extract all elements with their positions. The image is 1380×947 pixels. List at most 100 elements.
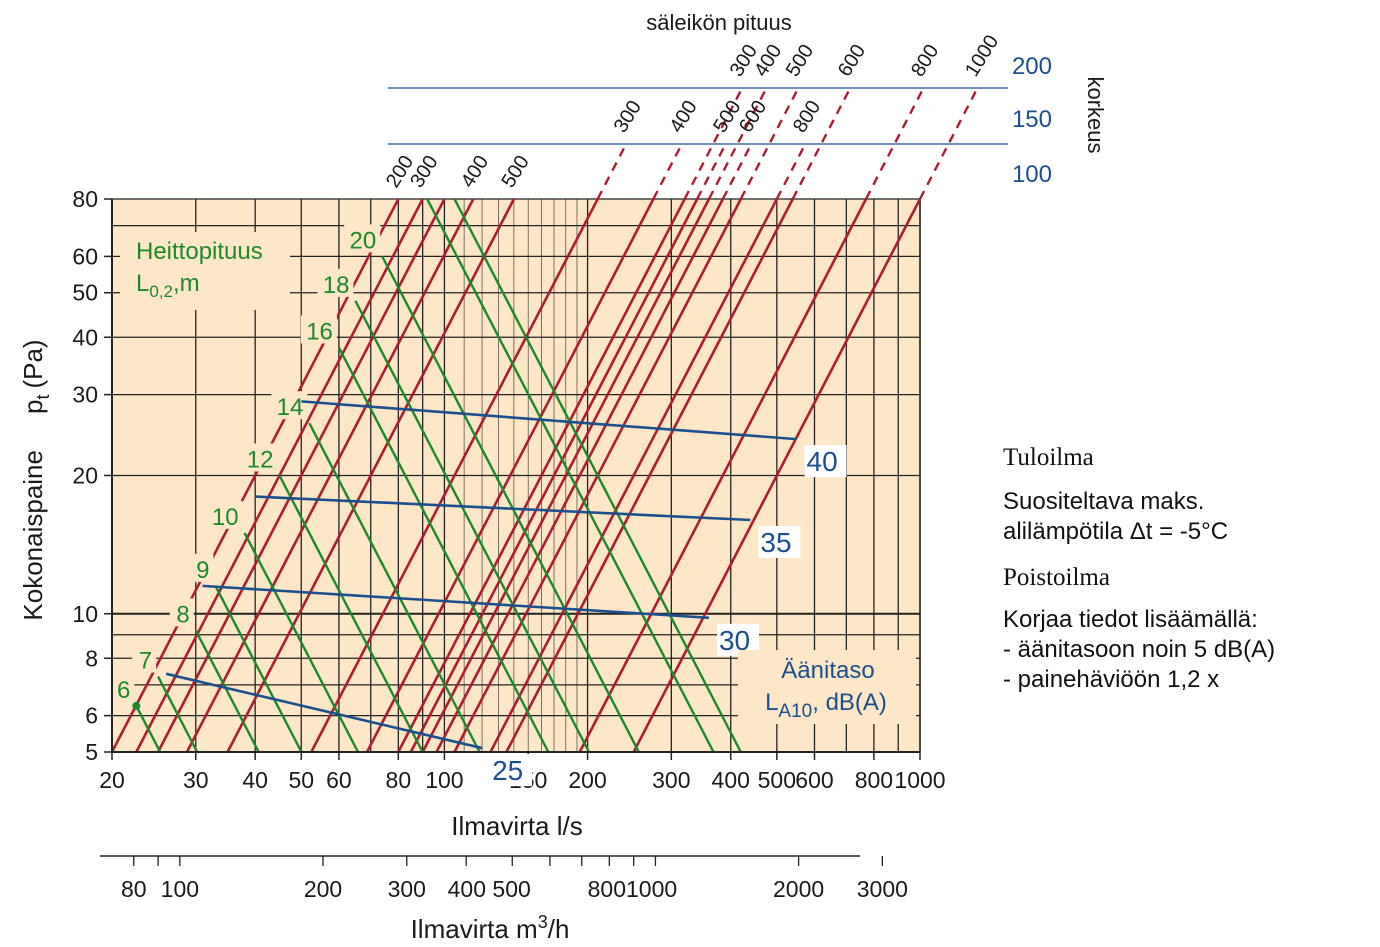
- grille-length-label: 500: [497, 152, 533, 192]
- throw-line: [354, 300, 591, 752]
- throw-line: [135, 705, 162, 752]
- throw-line: [278, 474, 424, 752]
- grille-length-label: 300: [406, 152, 442, 192]
- throw-label-bg: [132, 644, 157, 673]
- exhaust-line-3: - painehäviöön 1,2 x: [1003, 666, 1220, 693]
- exhaust-title: Poistoilma: [1003, 564, 1110, 591]
- grille-length-label: 600: [834, 41, 870, 81]
- grille-line-extension: [596, 143, 628, 200]
- supply-line-2: alilämpötila Δt = -5°C: [1003, 518, 1229, 545]
- x2-tick-label: 300: [388, 876, 426, 902]
- sound-level-lines: [165, 400, 797, 750]
- grille-length-label: 400: [750, 41, 786, 81]
- y-tick-label: 20: [72, 463, 98, 489]
- y-tick-label: 10: [72, 601, 98, 627]
- throw-legend-title: Heittopituus: [136, 238, 263, 265]
- height-label: 200: [1012, 53, 1052, 80]
- sound-label-bg: [804, 445, 847, 478]
- throw-label-bg: [344, 224, 381, 253]
- sound-line: [255, 495, 751, 522]
- throw-legend-unit: L0,2,m: [136, 270, 200, 301]
- grille-line-extension: [652, 143, 683, 200]
- sound-legend: Äänitaso LA10, dB(A): [738, 650, 916, 724]
- x-tick-label: 20: [99, 767, 125, 793]
- y-tick-label: 50: [72, 280, 98, 306]
- throw-line: [308, 422, 481, 752]
- x-tick-label: 100: [425, 767, 463, 793]
- height-label: 150: [1012, 106, 1052, 133]
- grille-line-extension: [918, 87, 979, 200]
- grille-length-label: 600: [735, 97, 771, 137]
- x-tick-label: 500: [758, 767, 796, 793]
- x2-tick-label: 400 500: [448, 876, 531, 902]
- exhaust-line-1: Korjaa tiedot lisäämällä:: [1003, 606, 1258, 633]
- throw-label-bg: [169, 598, 194, 627]
- throw-label: 10: [212, 504, 239, 531]
- grille-line: [435, 199, 725, 752]
- supply-line-1: Suositeltava maks.: [1003, 488, 1205, 515]
- throw-label: 12: [247, 447, 274, 474]
- throw-label-bg: [300, 315, 337, 344]
- x2-tick-label: 100: [161, 876, 199, 902]
- x-tick-label: 1000: [894, 767, 945, 793]
- grille-line: [185, 199, 475, 752]
- y-tick-label: 5: [85, 739, 98, 765]
- x2-tick-label: 2000: [773, 876, 824, 902]
- axes: 2030405060801001502003004005006008001000…: [72, 186, 945, 902]
- x2-tick-label: 8001000: [588, 876, 678, 902]
- grille-line: [365, 199, 655, 752]
- x-tick-label: 600: [795, 767, 833, 793]
- grille-length-label: 800: [907, 41, 943, 81]
- x-tick-label: 300: [652, 767, 690, 793]
- sound-legend-unit: LA10, dB(A): [765, 689, 887, 722]
- y-tick-label: 80: [72, 186, 98, 212]
- height-label: 100: [1012, 161, 1052, 188]
- x-tick-label: 50: [288, 767, 314, 793]
- side-notes: Tuloilma Suositeltava maks. alilämpötila…: [1003, 443, 1373, 695]
- x-tick-label: 400: [712, 767, 750, 793]
- y-tick-label: 6: [85, 703, 98, 729]
- grille-line-extension: [683, 87, 744, 200]
- sound-line: [301, 400, 797, 441]
- throw-line: [157, 675, 199, 752]
- grille-length-label: 1000: [961, 31, 1003, 80]
- x2-tick-label: 3000: [857, 876, 908, 902]
- grille-length-label: 400: [457, 152, 493, 192]
- x-tick-label: 800: [855, 767, 893, 793]
- sound-label-bg: [490, 754, 533, 787]
- grille-line: [421, 199, 711, 752]
- grille-line: [578, 199, 868, 752]
- throw-label: 7: [139, 648, 152, 675]
- y-tick-label: 8: [85, 645, 98, 671]
- grille-line: [505, 199, 794, 752]
- grille-length-label: 300: [610, 97, 646, 137]
- sound-label: 40: [807, 446, 838, 477]
- grille-line: [310, 199, 599, 752]
- sound-label: 35: [760, 527, 791, 558]
- height-header-title: korkeus: [1083, 76, 1108, 153]
- grille-line-extension: [775, 143, 807, 200]
- sound-label: 25: [492, 755, 523, 786]
- x-axis-title: Ilmavirta l/s: [451, 811, 582, 841]
- sound-line: [202, 584, 710, 620]
- throw-line: [453, 199, 742, 752]
- throw-line: [337, 346, 550, 752]
- size-header-title: säleikön pituus: [646, 10, 792, 35]
- x-tick-label: 40: [242, 767, 268, 793]
- grille-line-extension: [864, 87, 925, 200]
- x2-tick-label: 200: [304, 876, 342, 902]
- y-tick-label: 40: [72, 324, 98, 350]
- supply-title: Tuloilma: [1003, 444, 1094, 471]
- grille-line-extension: [707, 87, 768, 200]
- grille-line: [226, 199, 516, 752]
- sound-legend-box: [738, 650, 916, 724]
- x-tick-label: 30: [183, 767, 209, 793]
- y-tick-label: 30: [72, 382, 98, 408]
- throw-line: [214, 585, 303, 752]
- throw-line: [381, 255, 640, 752]
- throw-label: 18: [323, 272, 350, 299]
- grille-line-extension: [721, 143, 753, 200]
- exhaust-line-2: - äänitasoon noin 5 dB(A): [1003, 636, 1276, 663]
- grille-line: [632, 199, 920, 752]
